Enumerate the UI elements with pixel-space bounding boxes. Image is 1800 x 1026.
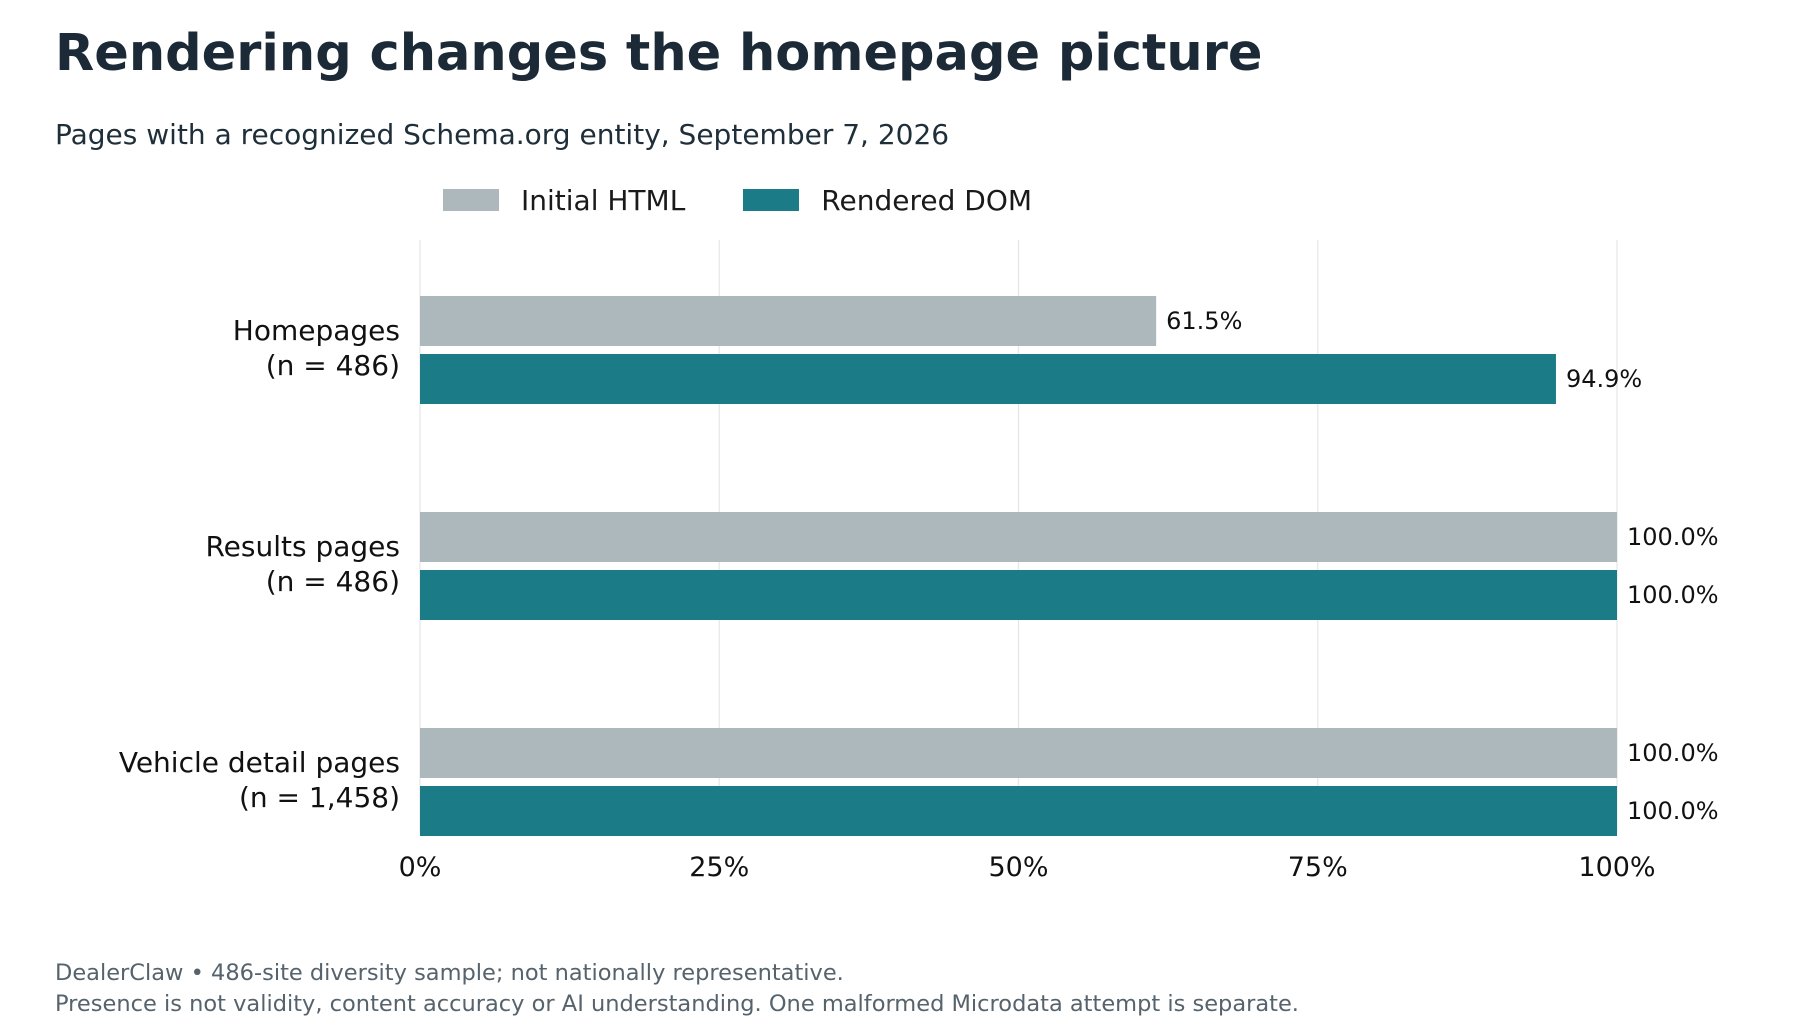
bar-initial-html-1 bbox=[420, 512, 1617, 562]
bar-rendered-dom-2 bbox=[420, 786, 1617, 836]
bar-initial-html-0 bbox=[420, 296, 1157, 346]
legend-label-initial-html: Initial HTML bbox=[521, 183, 686, 217]
x-tick-label-3: 75% bbox=[1288, 852, 1348, 883]
legend: Initial HTML Rendered DOM bbox=[443, 180, 1090, 220]
value-label-initial-html-1: 100.0% bbox=[1627, 523, 1719, 551]
value-label-initial-html-0: 61.5% bbox=[1166, 307, 1242, 335]
legend-label-rendered-dom: Rendered DOM bbox=[821, 183, 1033, 217]
category-label-1: Results pages bbox=[205, 530, 400, 563]
legend-item-rendered-dom: Rendered DOM bbox=[743, 184, 1032, 217]
footer-line-source: DealerClaw • 486-site diversity sample; … bbox=[55, 960, 844, 986]
footer-line-caveat: Presence is not validity, content accura… bbox=[55, 991, 1299, 1017]
x-tick-label-2: 50% bbox=[988, 852, 1048, 883]
legend-swatch-rendered-dom bbox=[743, 189, 800, 211]
value-label-rendered-dom-0: 94.9% bbox=[1566, 365, 1642, 393]
legend-swatch-initial-html bbox=[443, 189, 499, 211]
value-label-initial-html-2: 100.0% bbox=[1627, 739, 1719, 767]
category-label-2: Vehicle detail pages bbox=[119, 746, 400, 779]
category-count-label-1: (n = 486) bbox=[266, 565, 400, 598]
x-tick-label-4: 100% bbox=[1578, 852, 1655, 883]
legend-item-initial-html: Initial HTML bbox=[443, 184, 685, 217]
chart-subtitle: Pages with a recognized Schema.org entit… bbox=[55, 118, 950, 151]
x-tick-label-1: 25% bbox=[689, 852, 749, 883]
bar-rendered-dom-1 bbox=[420, 570, 1617, 620]
bar-initial-html-2 bbox=[420, 728, 1617, 778]
category-count-label-0: (n = 486) bbox=[266, 349, 400, 382]
value-label-rendered-dom-1: 100.0% bbox=[1627, 581, 1719, 609]
chart-title: Rendering changes the homepage picture bbox=[55, 24, 1263, 83]
x-tick-label-0: 0% bbox=[399, 852, 442, 883]
category-count-label-2: (n = 1,458) bbox=[239, 781, 400, 814]
bar-rendered-dom-0 bbox=[420, 354, 1556, 404]
category-label-0: Homepages bbox=[233, 314, 400, 347]
footer-notes: DealerClaw • 486-site diversity sample; … bbox=[55, 958, 1299, 1020]
value-label-rendered-dom-2: 100.0% bbox=[1627, 797, 1719, 825]
